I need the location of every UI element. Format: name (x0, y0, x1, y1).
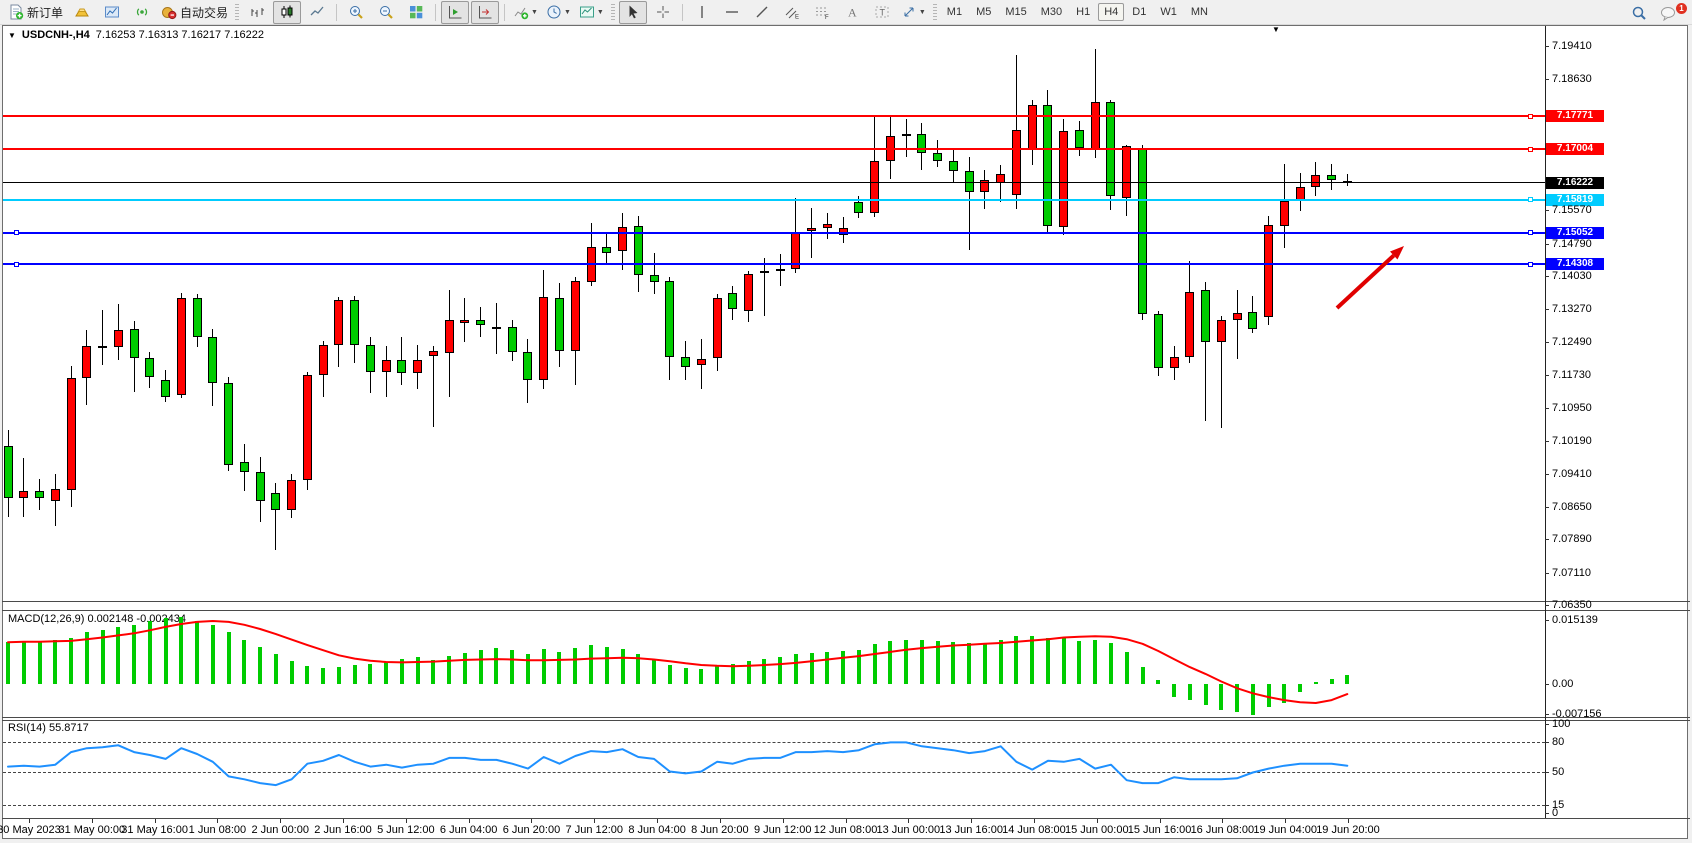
toolbar-separator (504, 3, 506, 21)
bar-chart-icon (249, 4, 265, 20)
chart-area[interactable] (2, 25, 1688, 839)
timeframe-m15-button[interactable]: M15 (1005, 6, 1027, 18)
indicators-button[interactable]: ▼ (510, 1, 541, 24)
toolbar-separator (435, 3, 437, 21)
tile-windows-icon (408, 4, 424, 20)
fibonacci-tool-button[interactable]: F (808, 1, 836, 24)
crosshair-icon (655, 4, 671, 20)
auto-trading-label: 自动交易 (180, 5, 229, 20)
timeframe-d1-button[interactable]: D1 (1132, 6, 1147, 18)
arrows-icon (901, 4, 917, 20)
clock-icon (546, 4, 562, 20)
timeframe-h1-button[interactable]: H1 (1076, 6, 1091, 18)
timeframe-mn-button[interactable]: MN (1190, 6, 1208, 18)
horizontal-line-icon (724, 4, 740, 20)
label-tool-button[interactable]: T (868, 1, 896, 24)
svg-text:A: A (848, 6, 857, 20)
toolbar-grip (932, 3, 937, 21)
bar-chart-button[interactable] (243, 1, 271, 24)
signal-icon (134, 4, 150, 20)
auto-trading-icon (161, 4, 177, 20)
search-icon (1631, 5, 1647, 21)
zoom-out-button[interactable] (372, 1, 400, 24)
vertical-line-tool-button[interactable] (688, 1, 716, 24)
chevron-down-icon: ▼ (531, 8, 538, 16)
svg-text:F: F (825, 15, 829, 20)
periods-button[interactable]: ▼ (543, 1, 574, 24)
template-icon (579, 4, 595, 20)
horizontal-line-tool-button[interactable] (718, 1, 746, 24)
timeframe-group: M1 M5 M15 M30 H1 H4 D1 W1 MN (940, 3, 1215, 21)
chevron-down-icon: ▼ (918, 8, 926, 16)
toolbar-grip (235, 3, 240, 21)
data-window-button[interactable] (98, 1, 126, 24)
auto-trading-button[interactable]: 自动交易 (158, 1, 231, 24)
signals-button[interactable] (128, 1, 156, 24)
templates-button[interactable]: ▼ (576, 1, 607, 24)
notification-badge: 1 (1676, 3, 1687, 14)
candlestick-chart-button[interactable] (273, 0, 302, 24)
chart-caption: ▼ USDCNH-,H4 7.16253 7.16313 7.16217 7.1… (8, 29, 264, 41)
timeframe-m30-button[interactable]: M30 (1040, 6, 1063, 18)
rsi-label: RSI(14) 55.8717 (8, 722, 89, 734)
indicators-icon (513, 4, 529, 20)
notifications-button[interactable]: 1 (1655, 1, 1687, 24)
one-click-trading-arrow-icon[interactable]: ▼ (1272, 25, 1280, 34)
chart-ohlc: 7.16253 7.16313 7.16217 7.16222 (95, 29, 264, 41)
new-order-button[interactable]: 新订单 (5, 1, 66, 24)
channel-icon: E (784, 4, 800, 20)
chart-shift-icon (477, 4, 493, 20)
line-chart-icon (309, 4, 325, 20)
timeframe-h4-button[interactable]: H4 (1098, 3, 1125, 21)
line-chart-button[interactable] (303, 1, 331, 24)
text-tool-button[interactable]: A (838, 1, 866, 24)
timeframe-m5-button[interactable]: M5 (976, 6, 992, 18)
macd-label: MACD(12,26,9) 0.002148 -0.002434 (8, 613, 186, 625)
text-icon: A (844, 4, 860, 20)
cursor-icon (625, 4, 641, 20)
crosshair-tool-button[interactable] (649, 1, 677, 24)
chart-shift-button[interactable] (471, 0, 500, 24)
candlestick-chart-icon (279, 4, 295, 20)
search-button[interactable] (1625, 1, 1653, 24)
arrows-tool-button[interactable]: ▼ (898, 1, 929, 24)
fibonacci-icon: F (814, 4, 830, 20)
auto-scroll-button[interactable] (441, 0, 470, 24)
trendline-icon (754, 4, 770, 20)
chevron-down-icon: ▼ (563, 8, 571, 16)
timeframe-w1-button[interactable]: W1 (1160, 6, 1177, 18)
chat-bubble-icon (1660, 5, 1678, 21)
chart-window-icon (104, 4, 120, 20)
symbol-dropdown-icon[interactable]: ▼ (8, 30, 16, 40)
chart-title: USDCNH-,H4 (21, 29, 90, 41)
toolbar-separator (336, 3, 338, 21)
zoom-in-icon (348, 4, 364, 20)
cursor-tool-button[interactable] (618, 0, 647, 24)
toolbar-grip (610, 3, 615, 21)
auto-scroll-icon (447, 4, 463, 20)
svg-text:E: E (795, 15, 799, 21)
zoom-out-icon (378, 4, 394, 20)
chevron-down-icon: ▼ (596, 8, 604, 16)
market-watch-button[interactable] (68, 1, 96, 24)
svg-text:T: T (879, 8, 885, 18)
toolbar: 新订单 自动交易 ▼ ▼ ▼ E F A T ▼ (0, 0, 1692, 25)
label-icon: T (874, 4, 890, 20)
tile-windows-button[interactable] (402, 1, 430, 24)
zoom-in-button[interactable] (342, 1, 370, 24)
trendline-tool-button[interactable] (748, 1, 776, 24)
channel-tool-button[interactable]: E (778, 1, 806, 24)
toolbar-separator (681, 3, 683, 21)
new-order-icon (8, 4, 24, 20)
timeframe-m1-button[interactable]: M1 (946, 6, 963, 18)
gold-icon (74, 4, 90, 20)
vertical-line-icon (694, 4, 710, 20)
new-order-label: 新订单 (27, 5, 64, 20)
